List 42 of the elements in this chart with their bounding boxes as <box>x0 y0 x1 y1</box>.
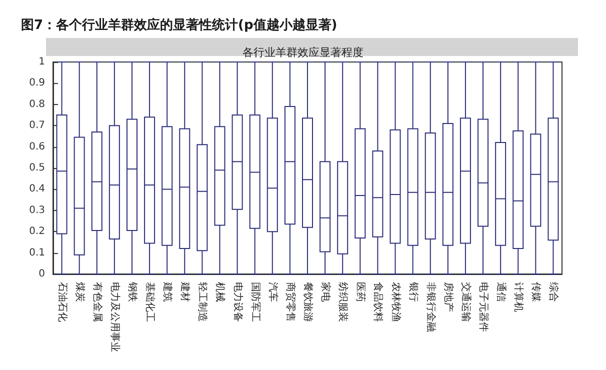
y-tick-label: 0.4 <box>29 184 45 195</box>
x-tick-label: 电力设备 <box>232 282 244 322</box>
y-tick-label: 0.2 <box>29 226 45 238</box>
x-tick-label: 计算机 <box>512 282 525 312</box>
x-tick-label: 汽车 <box>266 282 279 302</box>
x-tick-label: 钢铁 <box>126 281 138 302</box>
x-tick-label: 国防军工 <box>249 282 262 322</box>
x-tick-label: 房地产 <box>442 282 454 312</box>
x-tick-label: 石油石化 <box>56 282 68 322</box>
chart-subtitle: 各行业羊群效应显著程度 <box>242 46 364 59</box>
x-tick-label: 煤炭 <box>74 282 86 302</box>
x-tick-label: 餐饮旅游 <box>302 282 314 322</box>
x-tick-label: 有色金属 <box>91 282 104 322</box>
x-tick-label: 综合 <box>548 282 560 302</box>
x-tick-label: 建筑 <box>162 281 174 302</box>
x-tick-label: 交通运输 <box>460 282 472 322</box>
x-tick-label: 轻工制造 <box>196 282 209 322</box>
y-tick-label: 0.3 <box>29 204 45 216</box>
x-tick-label: 基础化工 <box>144 282 156 322</box>
x-tick-label: 传媒 <box>530 282 542 302</box>
chart-title: 图7：各个行业羊群效应的显著性统计(p值越小越显著) <box>21 17 338 33</box>
x-tick-label: 电子元器件 <box>478 282 490 332</box>
y-tick-label: 0.8 <box>29 98 45 110</box>
y-tick-label: 0.5 <box>29 162 45 174</box>
x-tick-label: 医药 <box>354 282 367 302</box>
x-tick-label: 食品饮料 <box>372 282 384 322</box>
x-tick-label: 建材 <box>179 281 192 302</box>
x-tick-label: 机械 <box>214 282 226 302</box>
y-tick-label: 0.9 <box>29 78 45 89</box>
x-tick-label: 商贸零售 <box>284 282 296 322</box>
x-tick-label: 家电 <box>320 282 332 302</box>
y-tick-label: 0.1 <box>29 247 45 258</box>
x-tick-label: 非银行金融 <box>424 282 437 332</box>
y-tick-label: 0.7 <box>29 120 45 132</box>
y-tick-label: 0.6 <box>29 141 45 152</box>
x-tick-label: 银行 <box>407 281 418 302</box>
x-tick-label: 农林牧渔 <box>390 282 402 322</box>
y-tick-label: 0 <box>38 268 45 280</box>
x-tick-label: 纺织服装 <box>337 282 350 322</box>
x-tick-label: 通信 <box>495 282 508 302</box>
y-tick-label: 1 <box>38 56 45 68</box>
x-tick-label: 电力及公用事业 <box>108 282 121 352</box>
